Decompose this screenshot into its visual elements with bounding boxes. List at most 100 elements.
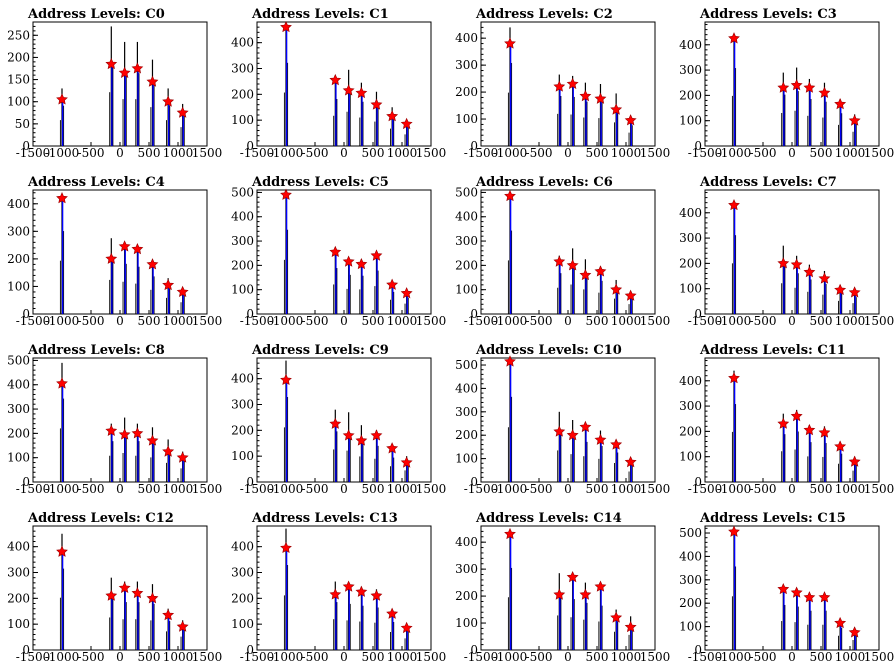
x-tick-label: 500 [362,146,385,160]
panel-title: Address Levels: C13 [251,511,398,526]
x-tick-label: 0 [788,314,796,328]
y-tick-label: 400 [455,31,478,45]
y-tick-label: 0 [694,643,702,657]
panel-title: Address Levels: C12 [27,511,174,526]
x-tick-label: 1000 [387,314,418,328]
peak-marker [594,580,607,592]
x-tick-label: -1000 [493,650,528,664]
peak-marker [329,417,342,429]
peak-marker [118,240,131,252]
x-tick-label: -500 [526,146,553,160]
y-tick-label: 200 [7,591,30,605]
x-tick-label: -500 [302,314,329,328]
x-tick-label: 500 [810,650,833,664]
y-tick-label: 200 [231,591,254,605]
peak-marker [162,445,175,457]
peak-marker [728,198,740,211]
peak-marker [790,258,803,270]
y-tick-label: 100 [679,282,702,296]
x-tick-label: 1000 [163,146,194,160]
panel-title: Address Levels: C10 [475,343,622,358]
y-tick-label: 300 [455,58,478,72]
x-tick-label: 500 [586,482,609,496]
peak-marker [566,570,579,583]
panel-title: Address Levels: C8 [27,343,165,358]
peak-marker [553,588,566,600]
panel-title: Address Levels: C9 [251,343,389,358]
x-tick-label: 1500 [192,482,223,496]
x-tick-label: -500 [526,482,553,496]
peak-marker [818,272,831,284]
x-tick-label: 1000 [835,482,866,496]
x-tick-label: -1500 [464,650,499,664]
panel-1: Address Levels: C1 0 100 200 300 400 -1500-100… [231,7,446,160]
panel-13: Address Levels: C13 0 100 200 300 400 -1500-10… [231,511,446,664]
x-tick-label: 1000 [387,650,418,664]
y-tick-label: 200 [231,423,254,437]
peak-marker [146,434,159,446]
x-tick-label: -1500 [688,146,723,160]
y-tick-label: 500 [231,185,254,199]
peak-marker [579,89,592,102]
peak-marker [105,424,118,436]
y-tick-label: 150 [7,73,30,87]
y-tick-label: 200 [7,252,30,266]
x-tick-label: -1000 [269,650,304,664]
peak-marker [818,426,831,438]
peak-marker [777,582,790,595]
y-tick-label: 100 [679,450,702,464]
peak-marker [728,525,740,537]
x-tick-label: 0 [116,650,124,664]
peak-marker [624,289,637,301]
x-tick-label: 0 [788,146,796,160]
peak-marker [818,86,831,98]
peak-marker [728,32,740,44]
x-tick-label: 1000 [163,314,194,328]
x-tick-label: -1500 [688,314,723,328]
y-tick-label: 300 [455,405,478,419]
panel-15: Address Levels: C15 0 100 200 300 400 500 -1500… [679,511,894,664]
peak-marker [728,371,740,384]
x-tick-label: -500 [750,146,777,160]
x-tick-label: 1500 [864,650,895,664]
x-tick-label: -1000 [717,146,752,160]
peak-marker [386,442,399,454]
x-tick-label: -1500 [240,146,275,160]
x-tick-label: 1500 [192,650,223,664]
peak-marker [400,456,413,468]
peak-marker [610,611,623,623]
peak-marker [146,75,159,87]
y-tick-label: 100 [231,113,254,127]
y-tick-label: 100 [7,95,30,109]
peak-marker [834,440,847,452]
y-tick-label: 400 [455,535,478,549]
x-tick-label: 1500 [192,314,223,328]
x-tick-label: 500 [810,314,833,328]
y-tick-label: 400 [7,197,30,211]
panel-title: Address Levels: C11 [699,343,846,358]
peak-marker [610,438,623,450]
x-tick-label: 1500 [640,314,671,328]
y-tick-label: 400 [679,38,702,52]
peak-marker [624,114,637,126]
peak-marker [579,420,592,433]
x-tick-label: 1000 [387,146,418,160]
x-tick-label: -1500 [464,146,499,160]
panel-7: Address Levels: C7 0 100 200 300 400 -1500-100… [679,175,894,328]
y-tick-label: 0 [246,643,254,657]
x-tick-label: -1000 [493,146,528,160]
y-tick-label: 400 [455,210,478,224]
panel-2: Address Levels: C2 0 100 200 300 400 -1500-100… [455,7,670,160]
panel-title: Address Levels: C0 [27,7,165,22]
y-tick-label: 300 [679,399,702,413]
x-tick-label: 500 [362,314,385,328]
y-tick-label: 200 [455,258,478,272]
x-tick-label: 500 [138,314,161,328]
peak-marker [624,455,637,468]
x-tick-label: -1000 [269,146,304,160]
x-tick-label: 1000 [611,650,642,664]
y-tick-label: 100 [455,112,478,126]
peak-marker [105,252,118,264]
y-tick-label: 400 [679,206,702,220]
x-tick-label: 1000 [611,146,642,160]
